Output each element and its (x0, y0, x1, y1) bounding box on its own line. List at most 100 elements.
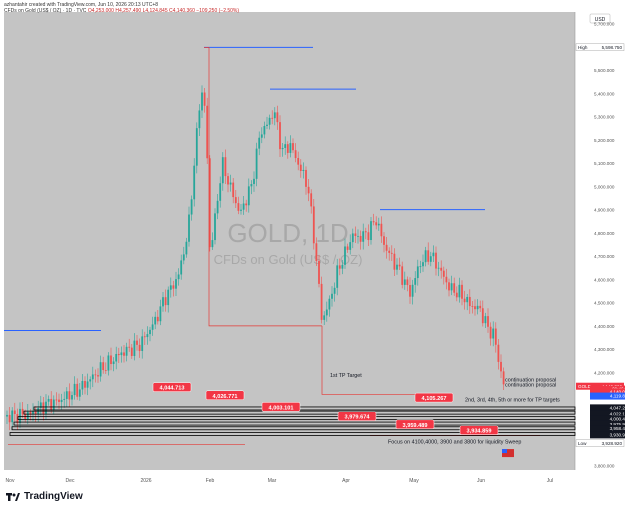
price-label-box (590, 431, 625, 439)
candle-body (333, 287, 336, 294)
candle-body (357, 235, 359, 237)
candle-body (476, 305, 479, 310)
candle-body (219, 183, 222, 201)
brand-name: TradingView (24, 491, 83, 502)
candle-body (481, 308, 484, 324)
x-tick-label: Feb (206, 478, 215, 484)
candle-body (240, 209, 242, 211)
candle-body (151, 324, 154, 330)
candle-body (203, 92, 206, 106)
candle-body (445, 276, 448, 283)
candle-body (276, 112, 279, 123)
candle-body (414, 278, 417, 285)
y-tick-label: 4,800.000 (594, 231, 615, 236)
chart-header: azhantahir created with TradingView.com,… (4, 2, 239, 14)
candle-body (55, 399, 58, 401)
candle-body (351, 233, 354, 243)
annotation-text: Focus on 4100,4000, 3900 and 3800 for li… (388, 439, 521, 445)
y-tick-label: 4,300.000 (594, 347, 615, 352)
candle-body (102, 362, 105, 371)
candle-body (471, 306, 474, 307)
y-tick-label: 5,300.000 (594, 115, 615, 120)
candle-body (325, 309, 328, 316)
range-outline (204, 46, 322, 327)
candle-body (78, 389, 81, 397)
candle-body (258, 137, 261, 149)
candle-body (94, 374, 97, 376)
candle-body (164, 297, 167, 306)
candle-body (310, 193, 313, 207)
candle-body (307, 186, 310, 194)
candle-body (416, 266, 419, 279)
candle-body (227, 176, 229, 185)
candle-body (242, 203, 245, 210)
candle-body (229, 182, 232, 185)
tradingview-logo[interactable]: TradingView (6, 491, 83, 502)
candle-body (156, 316, 159, 322)
callout-box (395, 419, 435, 430)
y-tick-label: 5,200.000 (594, 138, 615, 143)
candle-body (52, 399, 55, 411)
candle-body (16, 414, 19, 424)
callout-label: 3,959.489 (403, 423, 428, 429)
candle-body (120, 352, 123, 356)
candle-body (294, 150, 297, 159)
price-label-value: 4,022.131 (610, 411, 625, 416)
candle-body (458, 284, 461, 298)
candle-body (71, 395, 73, 400)
candle-body (125, 346, 128, 356)
candle-body (390, 252, 393, 254)
candle-body (305, 169, 307, 187)
candle-body (468, 296, 471, 307)
y-tick-label: 4,200.000 (594, 370, 615, 375)
creator-text: azhantahir created with TradingView.com,… (4, 2, 159, 8)
candle-body (6, 414, 8, 417)
candle-body (107, 355, 110, 371)
price-label-value: 4,047.214 (610, 405, 625, 410)
candle-body (299, 164, 302, 172)
candle-body (255, 148, 258, 179)
candle-body (266, 124, 268, 126)
candle-body (372, 221, 375, 223)
candle-body (479, 305, 482, 309)
candle-body (437, 267, 440, 269)
candle-body (370, 221, 372, 241)
candle-body (190, 199, 193, 215)
candle-body (263, 125, 266, 135)
candle-body (234, 197, 237, 204)
candle-body (320, 283, 323, 320)
candle-body (318, 260, 320, 284)
price-axis (575, 12, 625, 480)
candle-body (344, 246, 346, 265)
candle-body (193, 165, 196, 200)
watermark-name: CFDs on Gold (US$ / OZ) (214, 252, 363, 267)
currency-button-label: USD (595, 17, 606, 23)
callout-label: 4,003.101 (269, 405, 294, 411)
candle-body (136, 340, 138, 345)
candle-body (104, 370, 107, 371)
candle-body (422, 262, 424, 267)
callout-label: 4,026.771 (213, 394, 238, 400)
candle-body (39, 402, 42, 408)
symbol-name: CFDs on Gold (US$ / OZ) · 1D · TVC (4, 8, 87, 14)
candle-body (224, 157, 227, 177)
x-tick-label: Nov (6, 478, 15, 484)
candle-body (63, 398, 66, 400)
candle-body (297, 158, 300, 165)
candle-body (341, 264, 344, 269)
x-tick-label: Jun (477, 478, 485, 484)
candle-body (281, 147, 284, 150)
support-box (11, 426, 576, 431)
candle-body (73, 383, 76, 396)
candle-body (409, 285, 411, 297)
candle-body (216, 200, 219, 214)
annotation-text: 1st TP Target (330, 373, 362, 379)
price-label-value: 3,975.975 (610, 422, 625, 427)
price-label-value: 3,928.920 (602, 441, 623, 446)
candle-body (455, 292, 458, 298)
candle-body (13, 410, 16, 415)
candle-body (198, 110, 201, 129)
candle-body (336, 265, 339, 288)
candle-body (175, 279, 177, 289)
candle-body (138, 344, 141, 351)
